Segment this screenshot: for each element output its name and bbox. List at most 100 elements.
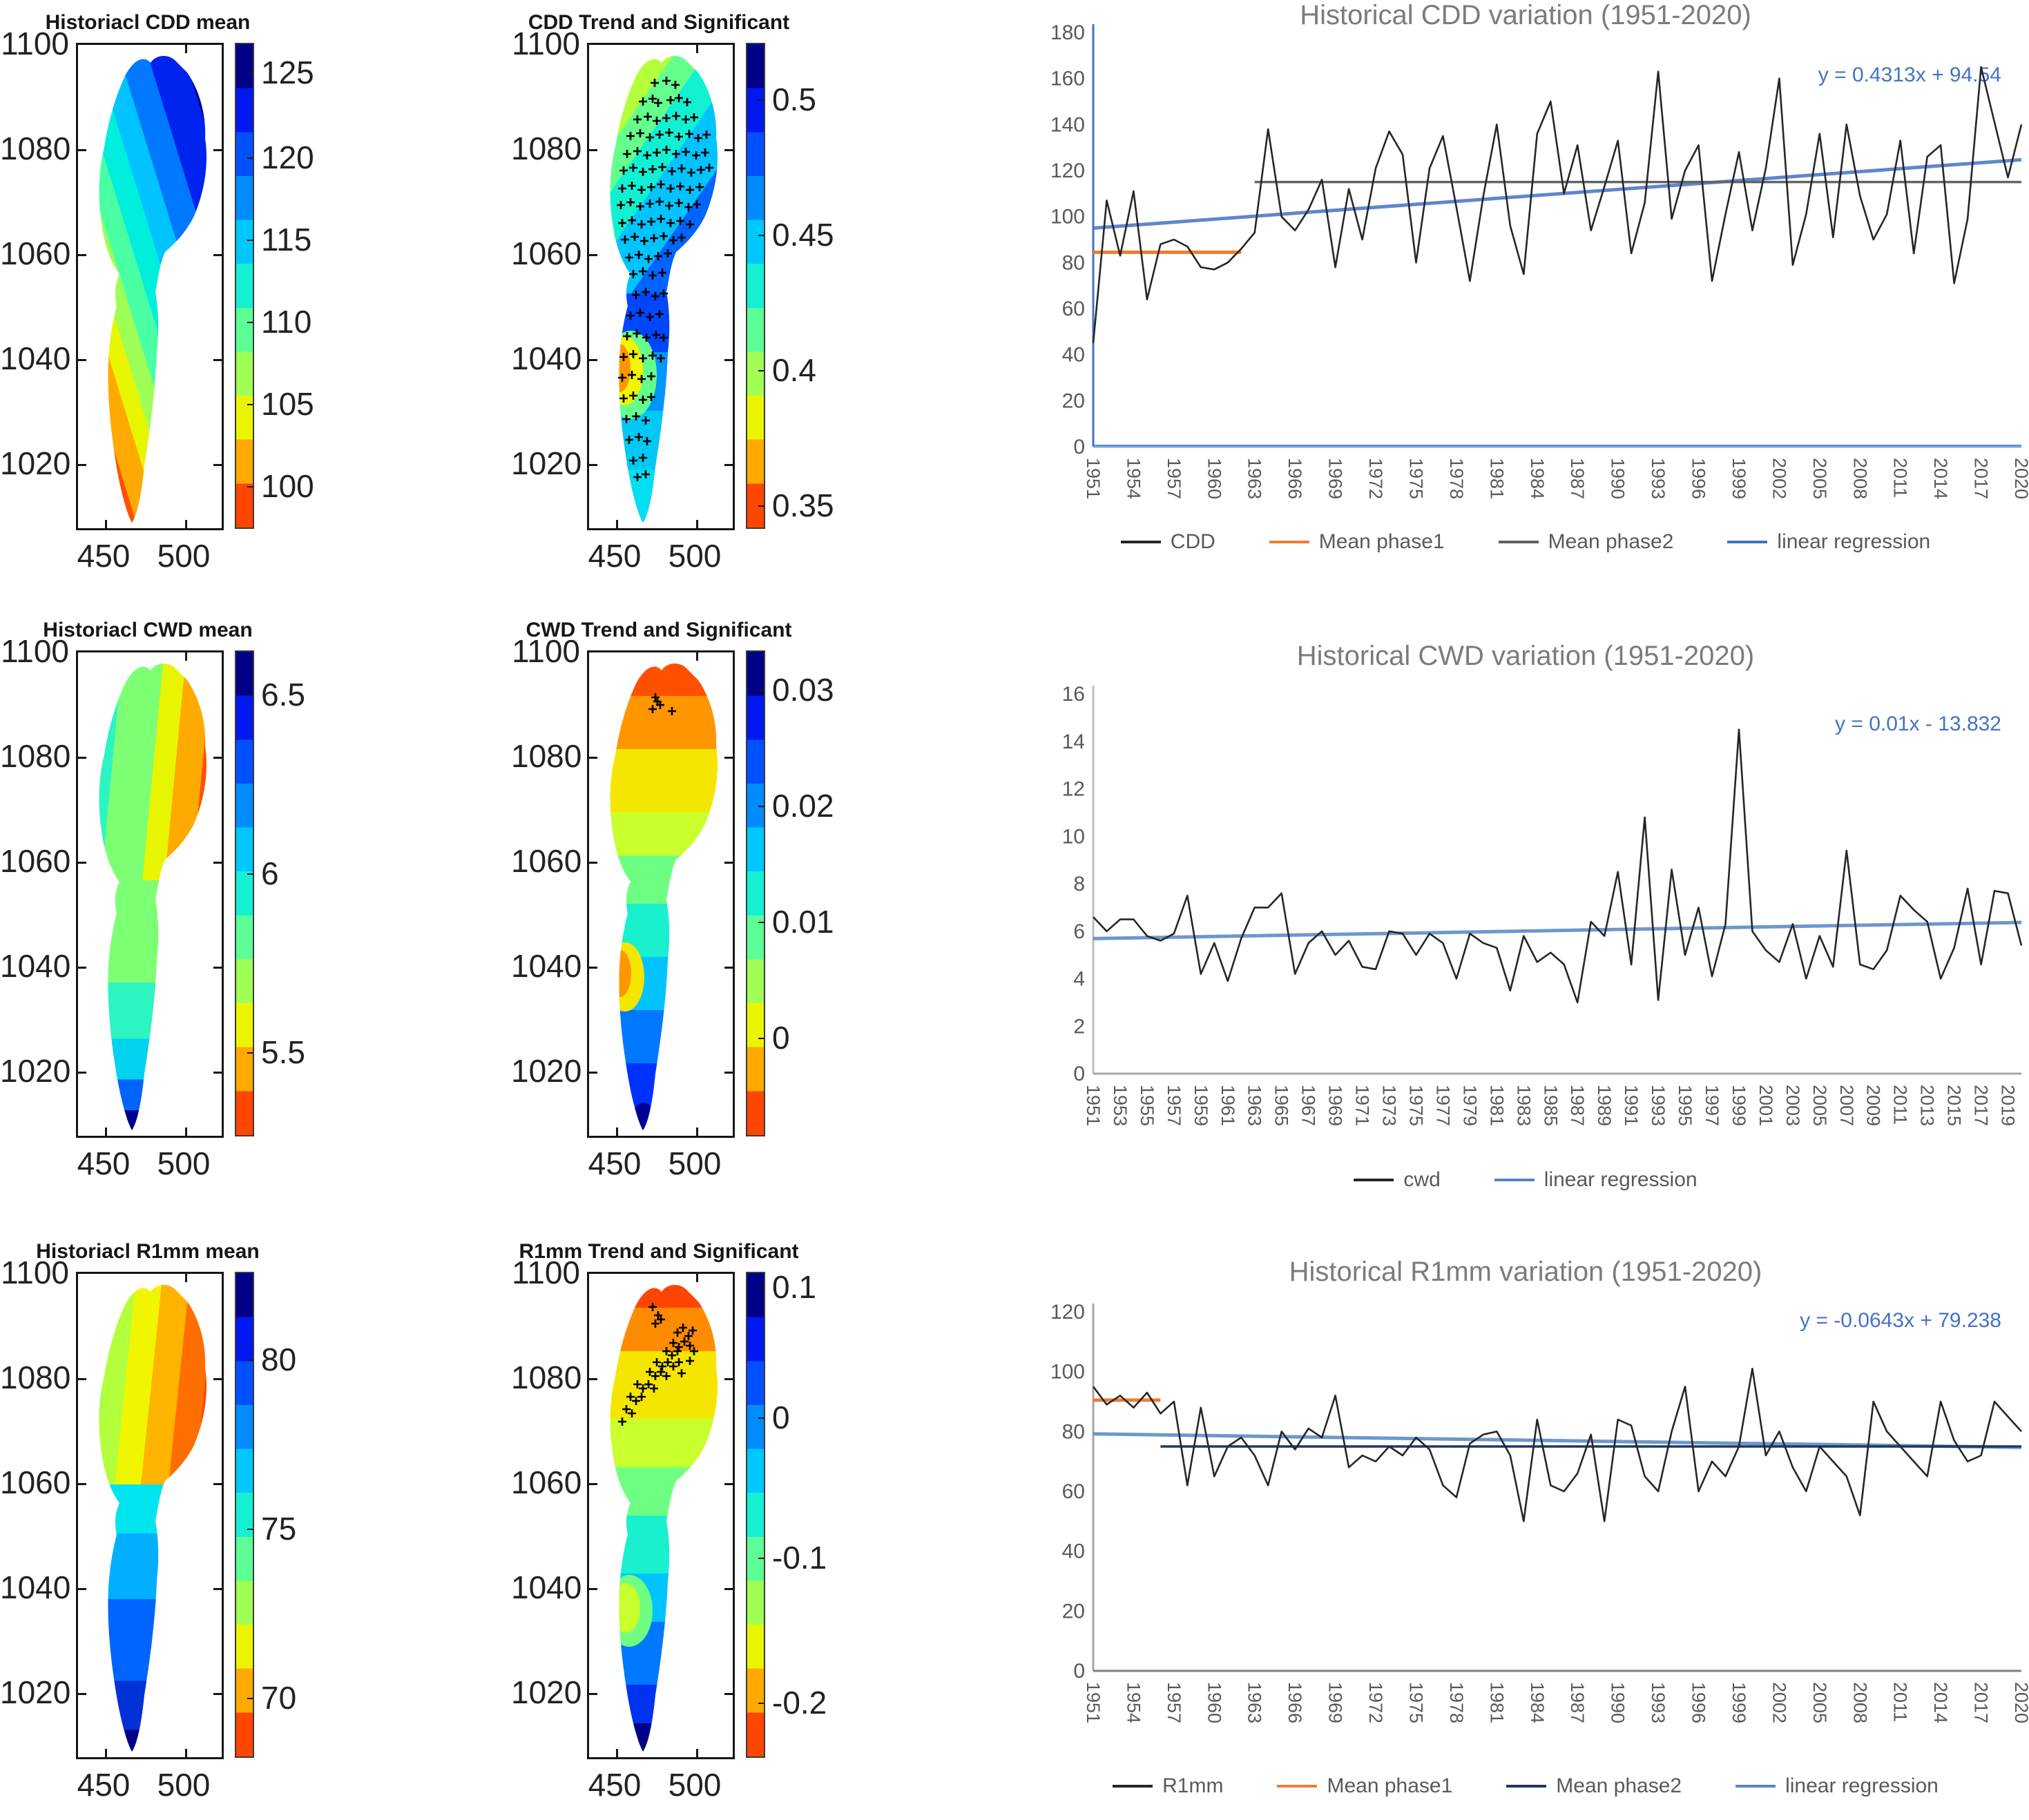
x-tick-label: 2014 <box>1930 1682 1951 1723</box>
y-tick-label: 1080 <box>0 130 71 166</box>
x-axis-tick <box>616 1127 618 1136</box>
colorbar-tick <box>247 1529 253 1530</box>
x-tick-label: 2013 <box>1917 1085 1938 1126</box>
linear-regression-line <box>1093 920 2022 940</box>
y-tick-label: 60 <box>1062 298 1085 320</box>
colorbar-tick <box>758 1287 764 1288</box>
x-tick-label: 2002 <box>1769 1682 1789 1723</box>
series-line-cwd <box>1093 728 2023 1004</box>
y-axis-tick <box>213 148 222 151</box>
linear-regression-line <box>1093 157 2022 230</box>
legend-label: linear regression <box>1777 530 1931 553</box>
x-axis-tick <box>105 1749 107 1757</box>
y-tick-label: 1020 <box>511 1674 582 1710</box>
chart-panel-cdd-variation: Historical CDD variation (1951-2020) y =… <box>1022 0 2029 608</box>
y-tick-label: 1080 <box>511 130 582 166</box>
x-tick-label: 1981 <box>1486 458 1507 499</box>
colorbar-tick <box>758 234 764 236</box>
x-tick-label: 2020 <box>2011 1682 2029 1723</box>
colorbar-tick-label: 0.5 <box>772 81 816 117</box>
y-tick-label: 1020 <box>0 1674 71 1710</box>
y-tick-label: 1040 <box>511 340 582 376</box>
x-axis-tick <box>696 45 698 53</box>
y-axis-tick <box>78 463 86 466</box>
y-axis-tick <box>724 463 733 466</box>
y-axis-tick <box>724 1377 733 1380</box>
legend-label: Mean phase2 <box>1556 1774 1682 1797</box>
x-tick-label: 1987 <box>1567 1085 1588 1126</box>
legend-item: linear regression <box>1735 1774 1939 1798</box>
y-axis-tick <box>213 1587 222 1590</box>
x-axis-tick <box>696 1274 698 1282</box>
x-tick-label: 2003 <box>1782 1085 1803 1126</box>
trendline-equation: y = 0.01x - 13.832 <box>1835 713 2001 735</box>
x-tick-label: 450 <box>77 1767 131 1803</box>
chart-title: Historical CWD variation (1951-2020) <box>1296 641 1755 671</box>
x-tick-label: 1973 <box>1379 1085 1400 1126</box>
x-tick-label: 2017 <box>1971 458 1992 499</box>
colorbar-tick <box>758 922 764 923</box>
x-tick-label: 1966 <box>1285 458 1305 499</box>
x-tick-label: 2008 <box>1849 1682 1870 1723</box>
y-axis-tick <box>724 253 733 256</box>
legend-line-swatch <box>1354 1179 1394 1181</box>
y-axis-tick <box>589 1377 597 1380</box>
x-tick-label: 2017 <box>1971 1085 1992 1126</box>
legend-item: Mean phase2 <box>1498 530 1673 554</box>
colorbar-tick-label: 80 <box>261 1342 297 1377</box>
colorbar-tick <box>758 690 764 691</box>
chart-title: Historical CDD variation (1951-2020) <box>1300 0 1751 30</box>
legend-item: cwd <box>1354 1168 1441 1192</box>
chart-panel-cwd-variation: Historical CWD variation (1951-2020) y =… <box>1022 608 2029 1229</box>
colorbar-tick <box>247 1698 253 1699</box>
x-tick-label: 1951 <box>1083 1085 1104 1126</box>
x-tick-label: 1969 <box>1325 1682 1346 1723</box>
y-axis-tick <box>589 966 597 969</box>
x-axis-tick <box>185 1127 187 1136</box>
y-tick-label: 1060 <box>511 1464 582 1500</box>
colorbar-tick <box>247 1052 253 1054</box>
x-tick-label: 450 <box>588 538 642 574</box>
y-tick-label: 1100 <box>1 1255 69 1290</box>
x-tick-label: 2007 <box>1836 1085 1857 1126</box>
map-plot-box <box>587 650 735 1138</box>
map-title: R1mm Trend and Significant <box>519 1240 799 1263</box>
colorbar-tick-label: 70 <box>261 1680 297 1716</box>
x-tick-label: 1975 <box>1405 1085 1426 1126</box>
y-axis-tick <box>589 253 597 256</box>
x-axis-tick <box>105 520 107 528</box>
x-axis-tick <box>616 520 618 528</box>
y-tick-label: 6 <box>1073 920 1085 943</box>
y-tick-label: 1060 <box>511 842 582 879</box>
chart-svg: 0 20 40 60 80 100 120 1951 1954 1957 1960 1963 1966 1… <box>1050 1301 2029 1723</box>
y-axis-tick <box>78 966 86 969</box>
significance-markers <box>618 1303 698 1426</box>
chart-svg: 0 2 4 6 8 10 12 14 16 1951 1953 1955 1957 1959 1961 196… <box>1062 683 2023 1126</box>
map-panel-cdd-trend: CDD Trend and Significant 1100 1080 1060 10… <box>511 0 1022 608</box>
map-title: Historiacl CDD mean <box>45 11 251 34</box>
y-axis-tick <box>78 253 86 256</box>
basin-contour-map <box>99 55 207 523</box>
x-tick-label: 2005 <box>1809 1682 1830 1723</box>
y-tick-label: 120 <box>1050 159 1085 182</box>
x-tick-label: 1960 <box>1204 1682 1224 1723</box>
colorbar-tick-label: -0.2 <box>772 1685 827 1721</box>
colorbar-tick-label: 115 <box>261 221 312 258</box>
x-tick-label: 500 <box>157 1767 211 1803</box>
x-axis-tick <box>696 1749 698 1757</box>
colorbar-tick-label: 0.01 <box>772 904 834 940</box>
y-tick-label: 1040 <box>0 947 71 984</box>
y-tick-label: 1060 <box>511 235 582 271</box>
series-line-R1mm <box>1092 1368 2022 1522</box>
basin-fill-group <box>99 1284 207 1752</box>
colorbar-tick-label: 5.5 <box>261 1034 305 1070</box>
x-tick-label: 500 <box>668 1767 722 1803</box>
x-tick-label: 2005 <box>1809 458 1830 499</box>
y-axis-tick <box>724 966 733 969</box>
x-tick-label: 1969 <box>1325 1085 1346 1126</box>
significance-markers <box>648 693 676 715</box>
significance-markers <box>617 77 713 481</box>
legend-item: CDD <box>1120 530 1215 554</box>
basin-fill-group <box>610 55 718 523</box>
chart-legend: CDD Mean phase1 Mean phase2 linear regressi… <box>1022 530 2029 554</box>
